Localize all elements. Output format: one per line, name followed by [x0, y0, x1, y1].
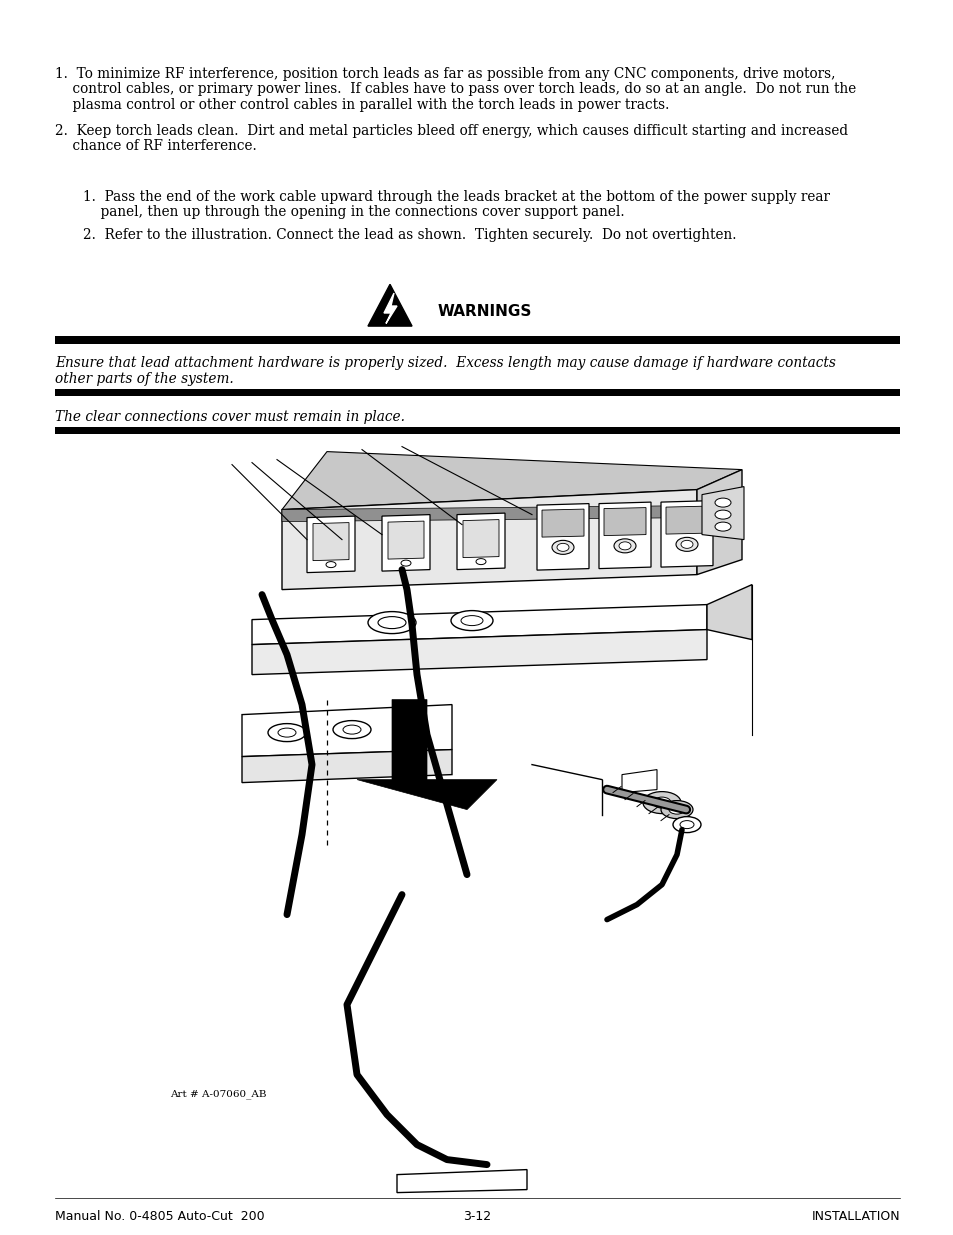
Polygon shape — [537, 504, 588, 571]
Polygon shape — [660, 500, 712, 567]
Polygon shape — [384, 293, 396, 324]
Ellipse shape — [679, 820, 693, 829]
Text: 2.  Refer to the illustration. Connect the lead as shown.  Tighten securely.  Do: 2. Refer to the illustration. Connect th… — [83, 228, 736, 242]
Bar — [55, 336, 899, 345]
Ellipse shape — [552, 541, 574, 555]
Text: 2.  Keep torch leads clean.  Dirt and metal particles bleed off energy, which ca: 2. Keep torch leads clean. Dirt and meta… — [55, 124, 847, 137]
Ellipse shape — [377, 616, 406, 629]
Text: control cables, or primary power lines.  If cables have to pass over torch leads: control cables, or primary power lines. … — [55, 83, 856, 96]
Text: 1.  Pass the end of the work cable upward through the leads bracket at the botto: 1. Pass the end of the work cable upward… — [83, 189, 829, 204]
Ellipse shape — [660, 800, 692, 819]
Text: Ensure that lead attachment hardware is properly sized.  Excess length may cause: Ensure that lead attachment hardware is … — [55, 356, 835, 370]
Polygon shape — [252, 630, 706, 674]
Ellipse shape — [676, 537, 698, 551]
Ellipse shape — [642, 792, 680, 814]
Ellipse shape — [333, 720, 371, 739]
Text: plasma control or other control cables in parallel with the torch leads in power: plasma control or other control cables i… — [55, 98, 669, 112]
Ellipse shape — [476, 558, 485, 564]
Polygon shape — [462, 520, 498, 557]
Ellipse shape — [268, 724, 306, 741]
Text: other parts of the system.: other parts of the system. — [55, 372, 233, 385]
Ellipse shape — [326, 562, 335, 568]
Polygon shape — [242, 750, 452, 783]
Polygon shape — [701, 487, 743, 540]
Polygon shape — [697, 469, 741, 574]
Ellipse shape — [557, 543, 568, 551]
Ellipse shape — [672, 816, 700, 832]
Text: INSTALLATION: INSTALLATION — [810, 1210, 899, 1223]
Text: panel, then up through the opening in the connections cover support panel.: panel, then up through the opening in th… — [83, 205, 624, 219]
Polygon shape — [252, 605, 706, 645]
Polygon shape — [368, 284, 412, 326]
Text: 1.  To minimize RF interference, position torch leads as far as possible from an: 1. To minimize RF interference, position… — [55, 67, 835, 82]
Text: Art # A-07060_AB: Art # A-07060_AB — [170, 1089, 266, 1099]
Ellipse shape — [714, 510, 730, 519]
Ellipse shape — [368, 611, 416, 634]
Ellipse shape — [451, 610, 493, 631]
Text: Manual No. 0-4805 Auto-Cut  200: Manual No. 0-4805 Auto-Cut 200 — [55, 1210, 264, 1223]
Ellipse shape — [668, 805, 684, 814]
Polygon shape — [313, 522, 349, 561]
Ellipse shape — [343, 725, 360, 734]
Polygon shape — [541, 509, 583, 537]
Polygon shape — [665, 506, 707, 534]
Ellipse shape — [652, 797, 670, 808]
Polygon shape — [282, 505, 697, 521]
Polygon shape — [621, 769, 657, 793]
Polygon shape — [356, 699, 497, 810]
Text: chance of RF interference.: chance of RF interference. — [55, 140, 256, 153]
Polygon shape — [381, 515, 430, 571]
Bar — [55, 426, 899, 433]
Ellipse shape — [460, 615, 482, 626]
Polygon shape — [282, 489, 697, 589]
Polygon shape — [307, 516, 355, 573]
Ellipse shape — [614, 538, 636, 553]
Ellipse shape — [680, 541, 692, 548]
Bar — [55, 389, 899, 396]
Polygon shape — [706, 584, 751, 640]
Text: WARNINGS: WARNINGS — [437, 304, 532, 319]
Text: 3-12: 3-12 — [462, 1210, 491, 1223]
Ellipse shape — [618, 542, 630, 550]
Polygon shape — [603, 508, 645, 536]
Polygon shape — [242, 705, 452, 757]
Polygon shape — [396, 1170, 526, 1193]
Ellipse shape — [400, 561, 411, 566]
Ellipse shape — [277, 729, 295, 737]
Polygon shape — [598, 503, 650, 568]
Text: The clear connections cover must remain in place.: The clear connections cover must remain … — [55, 410, 405, 424]
Polygon shape — [456, 513, 504, 569]
Polygon shape — [388, 521, 423, 559]
Ellipse shape — [714, 522, 730, 531]
Polygon shape — [282, 452, 741, 510]
Ellipse shape — [714, 498, 730, 508]
